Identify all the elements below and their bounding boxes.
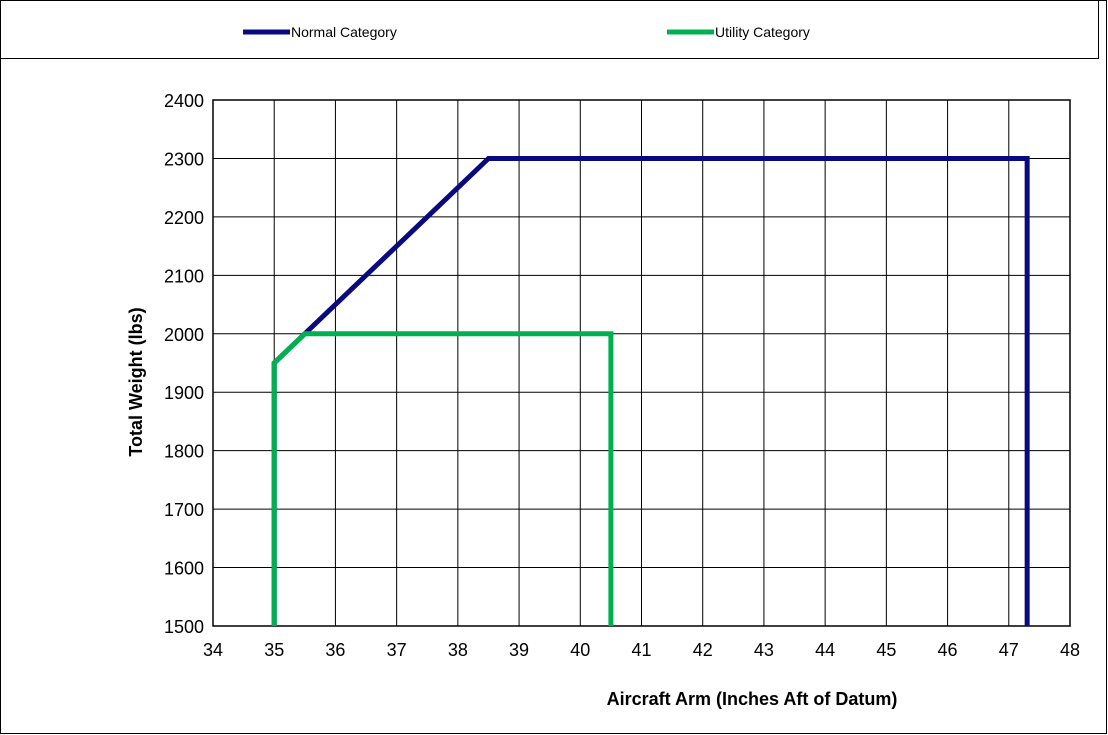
y-tick-label: 1900 — [164, 383, 204, 403]
x-tick-label: 41 — [631, 640, 651, 660]
y-tick-label: 2400 — [164, 91, 204, 111]
y-tick-label: 2100 — [164, 266, 204, 286]
series-line-utility — [271, 331, 614, 626]
y-tick-label: 1700 — [164, 500, 204, 520]
x-tick-label: 46 — [938, 640, 958, 660]
x-tick-label: 37 — [387, 640, 407, 660]
x-tick-label: 47 — [999, 640, 1019, 660]
legend-box — [0, 0, 1099, 59]
x-tick-label: 39 — [509, 640, 529, 660]
x-tick-label: 44 — [815, 640, 835, 660]
y-tick-labels: 1500 1600 1700 1800 1900 2000 2100 2200 2300 2400 — [164, 91, 204, 637]
y-tick-label: 1600 — [164, 559, 204, 579]
y-tick-label: 1800 — [164, 442, 204, 462]
x-tick-label: 48 — [1060, 640, 1080, 660]
x-tick-label: 35 — [264, 640, 284, 660]
y-tick-label: 2200 — [164, 208, 204, 228]
legend-label-utility: Utility Category — [715, 24, 810, 40]
legend: Normal Category Utility Category — [243, 24, 810, 40]
x-tick-label: 45 — [876, 640, 896, 660]
x-tick-label: 42 — [693, 640, 713, 660]
y-tick-label: 2000 — [164, 325, 204, 345]
x-tick-label: 36 — [325, 640, 345, 660]
x-tick-label: 40 — [570, 640, 590, 660]
y-tick-label: 1500 — [164, 617, 204, 637]
x-tick-label: 43 — [754, 640, 774, 660]
x-tick-label: 34 — [203, 640, 223, 660]
x-axis-title: Aircraft Arm (Inches Aft of Datum) — [607, 689, 898, 709]
y-tick-label: 2300 — [164, 149, 204, 169]
legend-label-normal: Normal Category — [291, 24, 397, 40]
y-axis-title: Total Weight (lbs) — [126, 307, 146, 456]
series-lines — [271, 155, 1030, 626]
grid-lines — [213, 100, 1070, 626]
x-tick-labels: 34 35 36 37 38 39 40 41 42 43 44 45 46 47 48 — [203, 640, 1080, 660]
x-tick-label: 38 — [448, 640, 468, 660]
